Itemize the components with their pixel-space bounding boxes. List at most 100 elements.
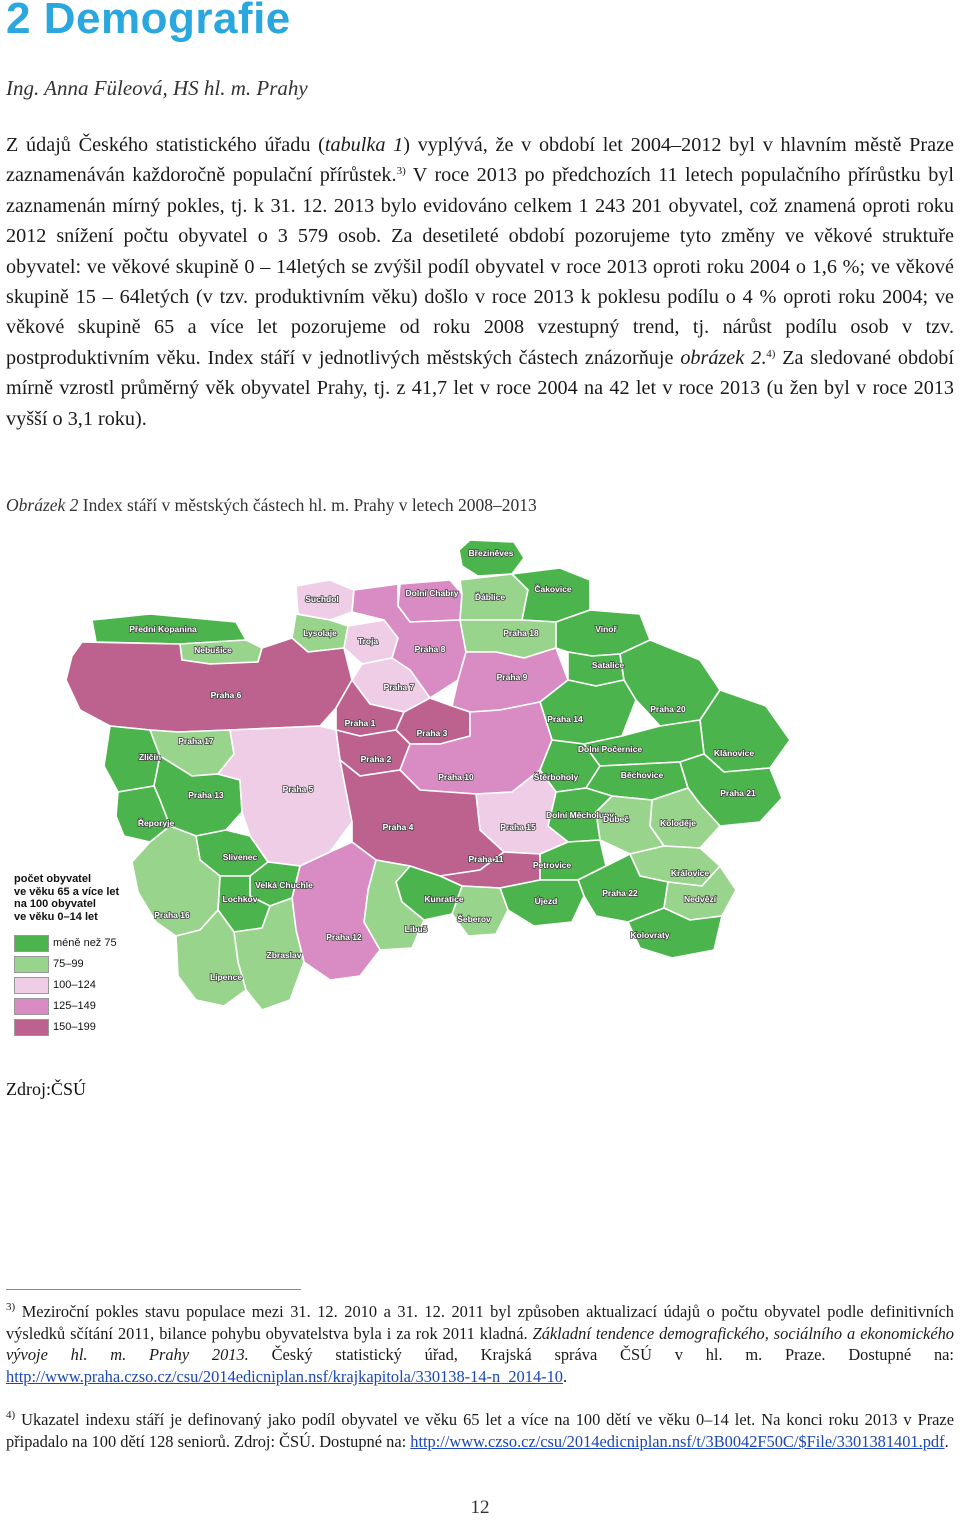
district-label: Praha 1: [345, 718, 376, 728]
district-label: Praha 22: [602, 888, 638, 898]
legend-title-line: ve věku 0–14 let: [14, 910, 98, 923]
footnote-3-link[interactable]: http://www.praha.czso.cz/csu/2014edicnip…: [6, 1366, 563, 1386]
footnote-4-marker: 4): [6, 1409, 16, 1421]
legend-label: 150–199: [53, 1021, 96, 1033]
legend-item: méně než 75: [14, 933, 154, 953]
district-label: Slivenec: [223, 852, 258, 862]
district-label: Lipence: [210, 972, 242, 982]
legend-label: méně než 75: [53, 937, 117, 949]
district-label: Kunratice: [424, 894, 463, 904]
para-text-4: .: [761, 346, 767, 369]
district-label: Praha 4: [383, 822, 414, 832]
region-lipence: [175, 909, 247, 1007]
body-paragraph: Z údajů Českého statistického úřadu (tab…: [6, 130, 954, 434]
footnote-divider: [6, 1289, 301, 1290]
legend-item: 150–199: [14, 1017, 154, 1037]
author-line: Ing. Anna Füleová, HS hl. m. Prahy: [6, 76, 308, 100]
footnote-3: 3) Meziroční pokles stavu populace mezi …: [6, 1301, 954, 1387]
legend-swatch: [14, 976, 49, 994]
para-text-1: Z údajů Českého statistického úřadu (: [6, 134, 325, 156]
region-brezineves: [458, 539, 525, 577]
source-note: Zdroj:ČSÚ: [6, 1079, 87, 1099]
district-label: Dolní Chabry: [406, 588, 459, 598]
district-label: Praha 5: [283, 784, 314, 794]
para-text-3: V roce 2013 po předchozích 11 letech pop…: [6, 164, 954, 369]
district-label: Zličín: [139, 752, 161, 762]
legend-title-line: počet obyvatel: [14, 873, 92, 885]
legend-swatch: [14, 1018, 49, 1036]
district-label: Nedvězí: [684, 894, 717, 904]
footnote-ref-4[interactable]: 4): [766, 347, 776, 360]
region-praha8: [351, 583, 467, 699]
district-label: Praha 16: [154, 910, 190, 920]
district-label: Čakovice: [534, 583, 572, 594]
district-label: Velká Chuchle: [255, 880, 313, 890]
legend-label: 125–149: [53, 1000, 96, 1012]
legend-title-line: na 100 obyvatel: [14, 898, 96, 910]
footnote-4-text: Ukazatel indexu stáří je definovaný jako…: [6, 1410, 954, 1451]
region-ujezd: [499, 879, 585, 927]
district-label: Lysolaje: [303, 628, 337, 638]
figure-caption: Obrázek 2 Index stáří v městských částec…: [6, 495, 537, 516]
prague-map: Březiněves Suchdol Dolní Chabry Ďáblice Čako…: [65, 539, 791, 1011]
district-label: Běchovice: [621, 770, 664, 780]
district-label: Lochkov: [223, 894, 258, 904]
region-kolovraty: [627, 907, 723, 959]
legend-label: 100–124: [53, 979, 96, 991]
legend-item: 100–124: [14, 975, 154, 995]
district-label: Dolní Měcholupy: [546, 810, 614, 820]
district-label: Praha 18: [503, 628, 539, 638]
district-label: Praha 6: [211, 690, 242, 700]
district-label: Praha 7: [384, 682, 415, 692]
district-label: Praha 20: [650, 704, 686, 714]
footnote-4-end: .: [944, 1431, 949, 1451]
district-label: Štěrboholy: [534, 771, 579, 782]
district-label: Ďáblice: [475, 591, 506, 602]
legend-item: 75–99: [14, 954, 154, 974]
legend-item: 125–149: [14, 996, 154, 1016]
district-label: Březiněves: [469, 548, 514, 558]
para-text-2: ) vyplývá, že v období let 2004–2012 byl…: [6, 134, 955, 187]
district-label: Řeporyje: [138, 817, 175, 828]
district-label: Dolní Počernice: [578, 744, 643, 754]
page-number: 12: [470, 1497, 490, 1518]
district-label: Přední Kopanina: [129, 624, 197, 634]
district-label: Petrovice: [533, 860, 572, 870]
district-label: Praha 15: [500, 822, 536, 832]
legend-label: 75–99: [53, 958, 84, 970]
district-label: Praha 21: [720, 788, 756, 798]
table-reference: tabulka 1: [324, 134, 404, 156]
district-label: Praha 3: [417, 728, 448, 738]
section-heading: 2 Demografie: [6, 0, 291, 43]
district-label: Dubeč: [603, 814, 629, 824]
footnote-4: 4) Ukazatel indexu stáří je definovaný j…: [6, 1409, 954, 1452]
footnote-ref-3[interactable]: 3): [396, 165, 406, 178]
district-label: Libuš: [405, 924, 428, 934]
legend-swatch: [14, 934, 49, 952]
footnote-3-text-2: Český statistický úřad, Krajská správa Č…: [248, 1345, 954, 1365]
figure-reference: obrázek 2: [680, 346, 762, 369]
district-label: Královice: [671, 868, 710, 878]
district-label: Praha 10: [438, 772, 474, 782]
figure-caption-text: Index stáří v městských částech hl. m. P…: [78, 495, 537, 515]
district-label: Praha 2: [361, 754, 392, 764]
legend-swatch: [14, 955, 49, 973]
district-label: Praha 9: [497, 672, 528, 682]
footnote-3-end: .: [563, 1366, 568, 1386]
district-label: Koloděje: [660, 818, 696, 828]
footnote-3-text: Meziroční pokles stavu populace mezi 31.…: [6, 1302, 954, 1343]
district-label: Klánovice: [714, 748, 754, 758]
district-label: Praha 11: [469, 854, 504, 864]
legend-swatch: [14, 997, 49, 1015]
district-label: Praha 17: [178, 736, 214, 746]
footnote-4-link[interactable]: http://www.czso.cz/csu/2014edicniplan.ns…: [410, 1431, 945, 1451]
footnote-3-marker: 3): [6, 1301, 16, 1313]
footnote-3-publication: Základní tendence demografického, sociál…: [6, 1323, 954, 1365]
district-label: Šeberov: [457, 913, 491, 924]
district-label: Praha 13: [188, 790, 224, 800]
district-label: Praha 8: [415, 644, 446, 654]
legend-title: počet obyvatel ve věku 65 a více let na …: [14, 873, 154, 923]
district-label: Suchdol: [305, 594, 339, 604]
district-label: Újezd: [535, 895, 558, 906]
district-label: Nebušice: [194, 645, 232, 655]
